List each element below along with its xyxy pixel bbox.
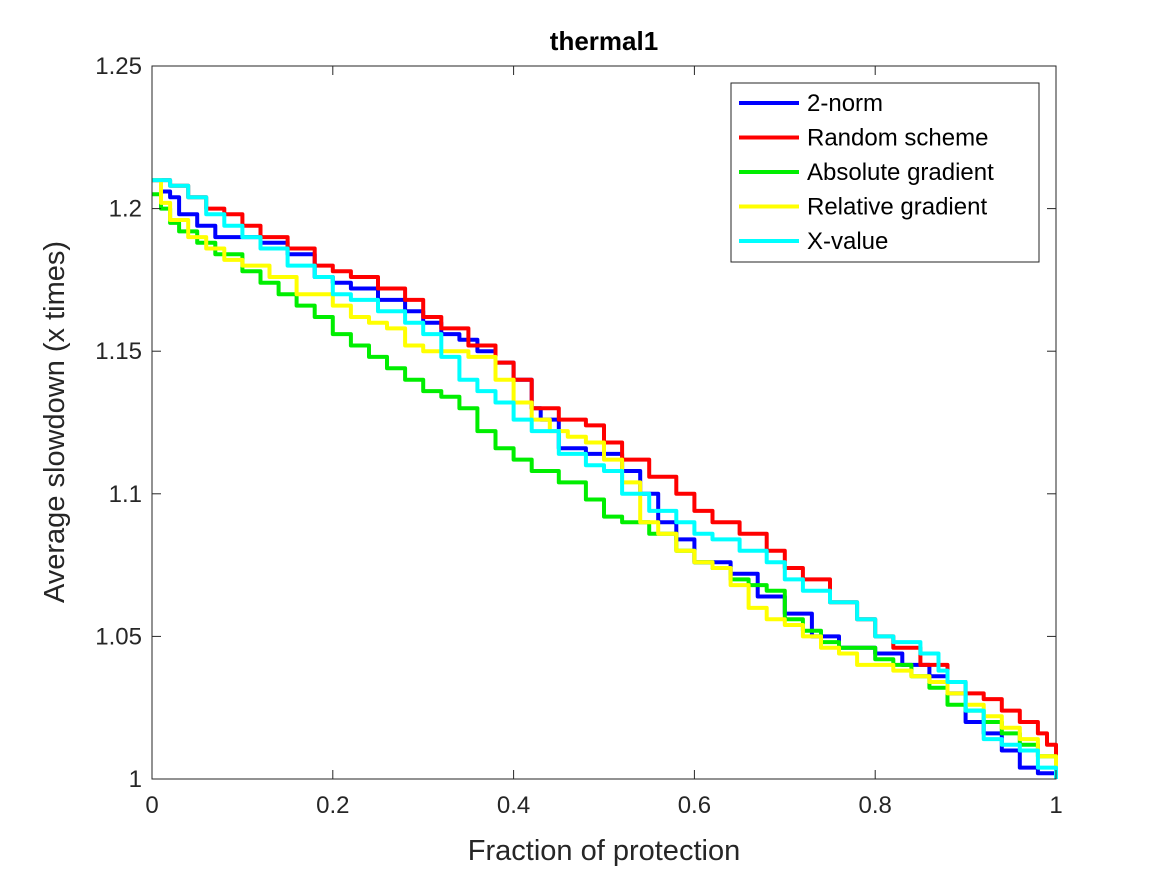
y-tick-label: 1.15: [95, 338, 142, 365]
series-line-4: [152, 178, 1058, 779]
legend-label: Absolute gradient: [807, 159, 994, 186]
x-tick-label: 1: [1049, 792, 1062, 819]
y-tick-label: 1.25: [95, 53, 142, 80]
legend-label: X-value: [807, 228, 888, 255]
y-tick-label: 1: [129, 766, 142, 793]
axes-layer: [151, 66, 1056, 780]
x-axis-ticks: 0 0.2 0.4 0.6 0.8 1: [145, 66, 1063, 819]
series-layer: [152, 178, 1058, 779]
legend: 2-norm Random scheme Absolute gradient Rela…: [730, 82, 1040, 263]
x-axis-title: Fraction of protection: [468, 835, 740, 867]
legend-label: Relative gradient: [807, 194, 987, 221]
y-tick-label: 1.1: [109, 481, 142, 508]
x-tick-label: 0.2: [316, 792, 349, 819]
y-axis-title: Average slowdown (x times): [39, 241, 71, 603]
legend-items: 2-norm Random scheme Absolute gradient Rela…: [739, 90, 994, 255]
x-tick-label: 0.6: [678, 792, 711, 819]
x-tick-label: 0: [145, 792, 158, 819]
legend-label: Random scheme: [807, 125, 988, 152]
y-tick-label: 1.2: [109, 196, 142, 223]
x-tick-label: 0.8: [859, 792, 892, 819]
chart-title: thermal1: [550, 26, 658, 56]
y-axis-ticks: 1 1.05 1.1 1.15 1.2 1.25: [95, 53, 1056, 793]
x-tick-label: 0.4: [497, 792, 530, 819]
legend-label: 2-norm: [807, 90, 883, 117]
y-tick-label: 1.05: [95, 623, 142, 650]
